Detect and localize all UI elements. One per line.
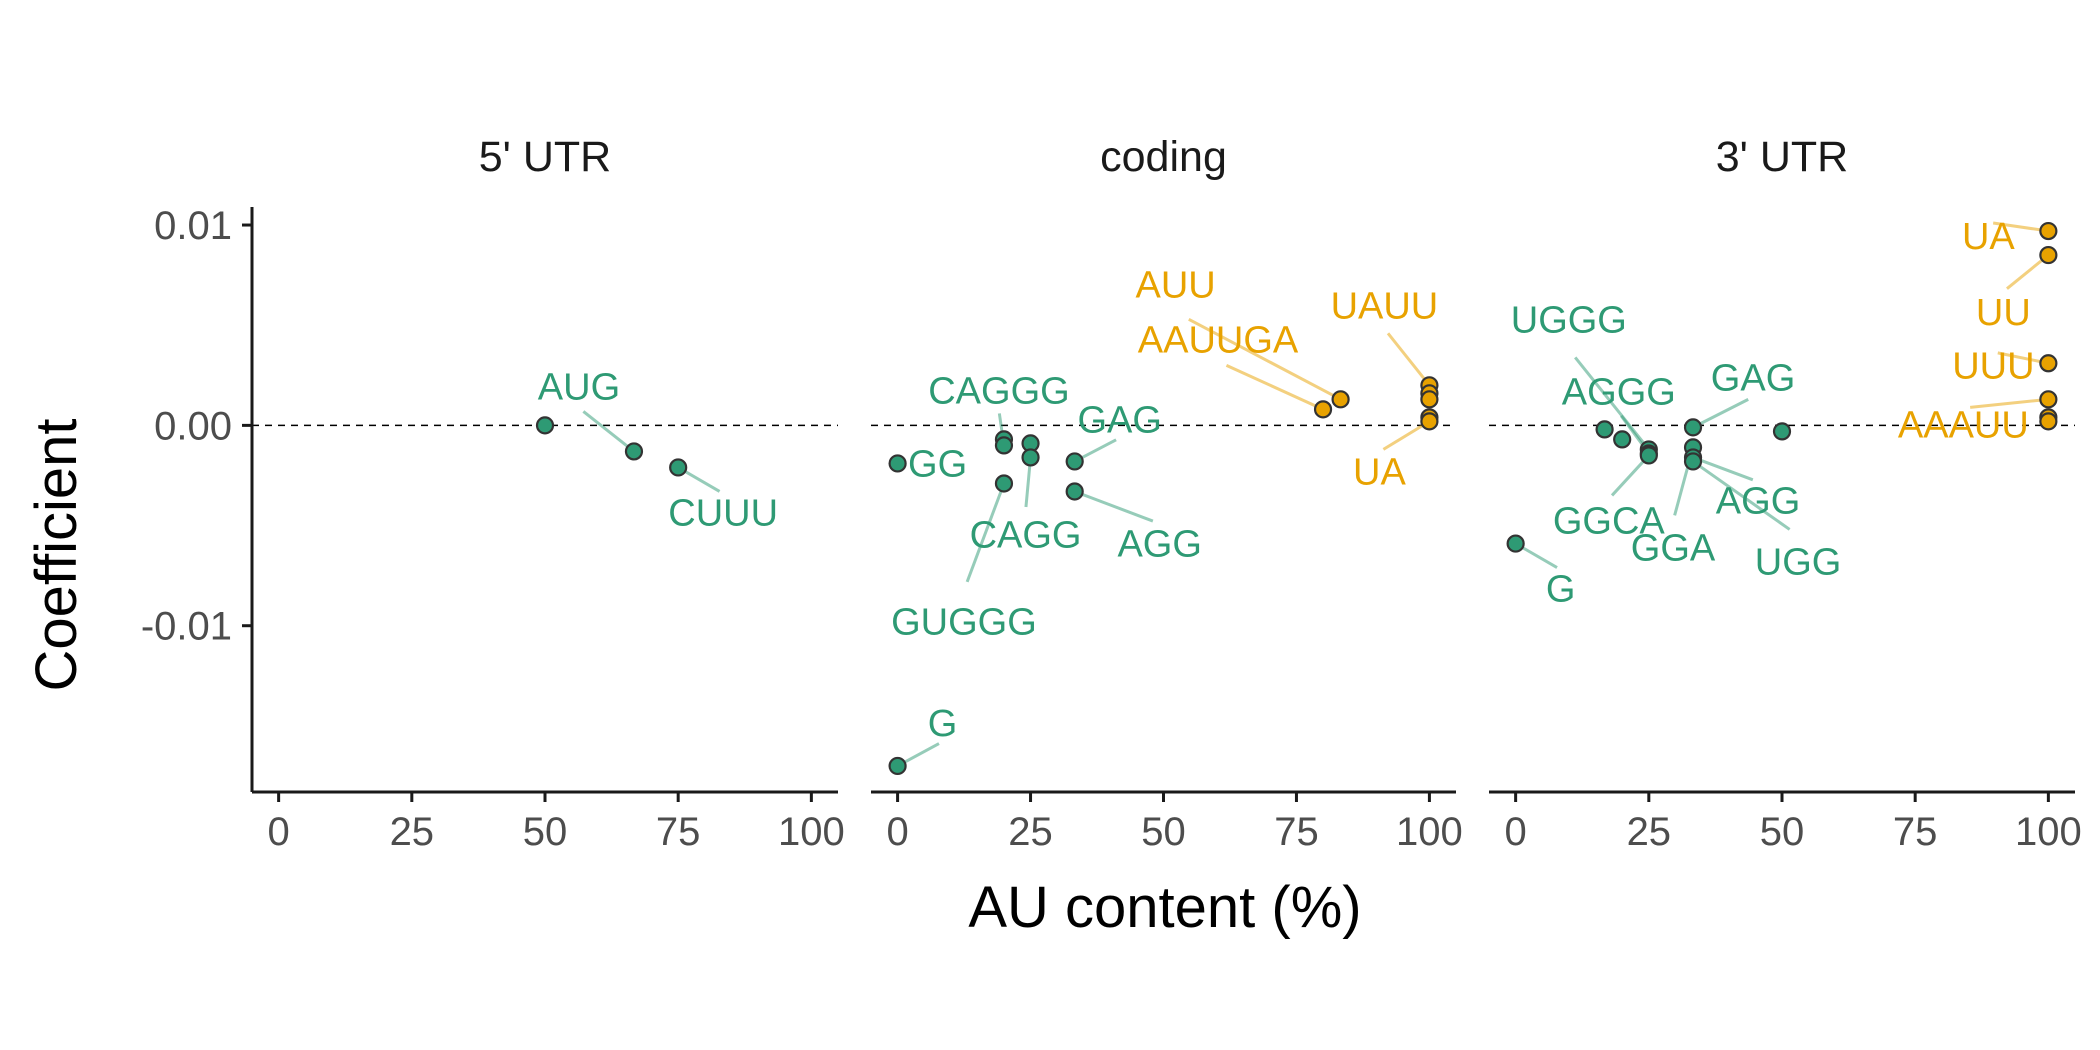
- data-point: [888, 454, 907, 473]
- point-label: G: [1546, 569, 1576, 611]
- point-label: AAUUGA: [1138, 319, 1299, 361]
- point-label: UUU: [1952, 345, 2034, 387]
- y-axis: 0.01 0.00 -0.01: [141, 204, 254, 792]
- label-leader-line: [1574, 356, 1650, 451]
- y-tick-label: -0.01: [141, 605, 232, 649]
- data-point: [994, 474, 1014, 493]
- point-label: UAUU: [1331, 285, 1439, 327]
- point-label: G: [928, 703, 958, 745]
- point-label: CUUU: [668, 492, 778, 534]
- data-point: [2039, 245, 2058, 265]
- point-label: GGCA: [1553, 500, 1666, 542]
- data-point: [994, 436, 1014, 455]
- data-point: [1639, 446, 1658, 465]
- data-point: [1331, 390, 1350, 409]
- data-point: [2039, 412, 2058, 431]
- point-label: UA: [1962, 216, 2015, 258]
- data-point: [1021, 448, 1040, 467]
- x-tick-label: 0: [1505, 810, 1527, 854]
- label-leader-line: [1074, 490, 1154, 523]
- x-axis-title: AU content (%): [968, 875, 1361, 940]
- label-leader-line: [1992, 221, 2049, 233]
- x-tick-label: 50: [523, 810, 568, 854]
- point-label: CAGG: [970, 514, 1082, 556]
- y-tick-label: 0.00: [154, 404, 232, 448]
- x-tick-label: 50: [1141, 810, 1186, 854]
- point-label: AUU: [1135, 264, 1215, 306]
- label-leader-line: [1188, 318, 1342, 401]
- x-tick-label: 0: [886, 810, 908, 854]
- data-point: [2039, 390, 2058, 409]
- data-point: [2039, 354, 2058, 373]
- label-leader-line: [1692, 456, 1754, 482]
- data-point: [1065, 482, 1084, 501]
- x-tick-label: 75: [1274, 810, 1319, 854]
- data-point: [1506, 534, 1525, 553]
- x-tick-label: 25: [390, 810, 435, 854]
- point-label: UGGG: [1511, 299, 1627, 341]
- data-point: [624, 442, 644, 461]
- x-tick-label: 0: [268, 810, 290, 854]
- point-label: AAAUU: [1898, 404, 2029, 446]
- x-tick-label: 75: [1893, 810, 1938, 854]
- data-point: [1683, 452, 1703, 471]
- y-tick-label: 0.01: [154, 204, 232, 248]
- label-leader-line: [965, 482, 1006, 583]
- label-leader-line: [1386, 332, 1431, 387]
- panel-title: 5' UTR: [479, 133, 611, 181]
- point-label: UGG: [1755, 541, 1842, 583]
- data-point: [1683, 418, 1703, 437]
- label-leader-line: [582, 410, 635, 453]
- data-point: [535, 416, 555, 435]
- label-leader-line: [1225, 363, 1324, 411]
- panel-title: 3' UTR: [1716, 133, 1848, 181]
- data-point: [1595, 420, 1614, 439]
- data-point: [1420, 390, 1439, 409]
- x-tick-label: 100: [778, 810, 845, 854]
- panel-5utr: 5' UTR 0 25 50 75 100 AUG CUUU: [252, 133, 845, 854]
- data-point: [2039, 221, 2058, 241]
- data-point: [1313, 400, 1333, 419]
- x-tick-label: 50: [1760, 810, 1805, 854]
- x-tick-label: 100: [1396, 810, 1463, 854]
- x-tick-label: 25: [1627, 810, 1672, 854]
- x-tick-label: 100: [2015, 810, 2082, 854]
- label-leader-line: [1970, 397, 2049, 409]
- data-point: [1420, 412, 1439, 431]
- y-axis-title: Coefficient: [24, 419, 89, 692]
- point-label: AUG: [538, 366, 620, 408]
- data-point: [1065, 452, 1084, 471]
- data-point: [669, 458, 688, 477]
- label-leader-line: [1692, 460, 1791, 531]
- point-label: GAG: [1077, 399, 1161, 441]
- point-label: GAG: [1711, 357, 1795, 399]
- data-point: [1613, 430, 1632, 449]
- point-label: CAGGG: [928, 370, 1069, 412]
- point-label: UU: [1976, 292, 2031, 334]
- point-label: UA: [1353, 451, 1406, 493]
- label-leader-line: [1692, 398, 1749, 429]
- x-tick-label: 75: [656, 810, 701, 854]
- point-label: AGG: [1117, 523, 1201, 565]
- data-point: [888, 756, 907, 776]
- data-point: [1772, 422, 1792, 441]
- x-tick-label: 25: [1008, 810, 1053, 854]
- point-label: AGGG: [1562, 371, 1676, 413]
- point-label: GUGGG: [891, 601, 1037, 643]
- point-label: GG: [908, 443, 967, 485]
- point-label: GGA: [1631, 527, 1716, 569]
- panel-title: coding: [1100, 133, 1227, 181]
